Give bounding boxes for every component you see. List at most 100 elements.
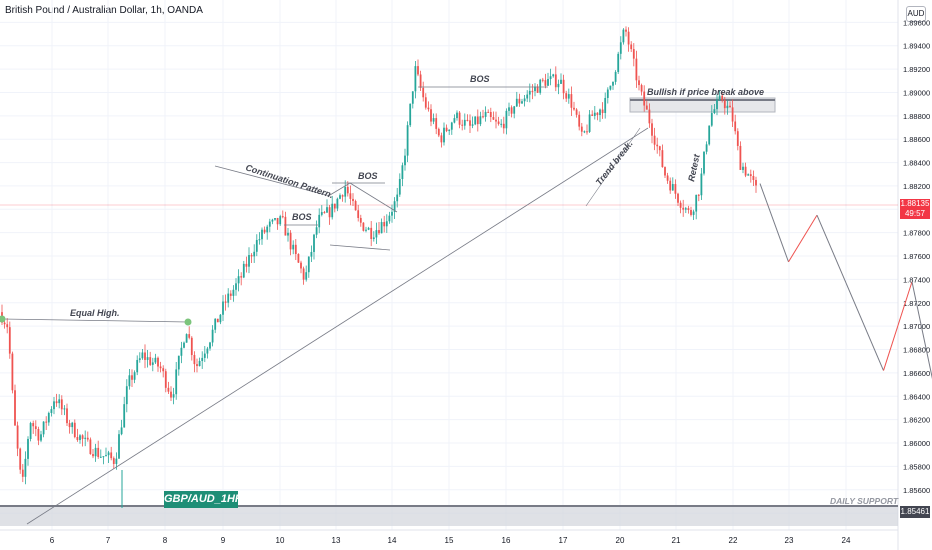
- x-tick-label: 9: [221, 536, 226, 545]
- candle-body: [591, 114, 594, 116]
- wedge-upper: [329, 182, 398, 213]
- candle-body: [658, 146, 661, 151]
- candle-body: [175, 369, 178, 395]
- candle-body: [684, 208, 687, 210]
- candle-body: [731, 107, 734, 122]
- candle-body: [232, 289, 235, 296]
- candle-body: [365, 229, 367, 231]
- trend-line: [26, 127, 649, 525]
- candle-body: [294, 244, 297, 255]
- y-tick-label: 1.86000: [903, 439, 930, 448]
- candle-body: [575, 109, 578, 115]
- candle-body: [635, 58, 638, 81]
- candle-body: [437, 128, 440, 136]
- x-tick-label: 15: [445, 536, 454, 545]
- x-tick-label: 14: [388, 536, 397, 545]
- candle-body: [609, 85, 612, 90]
- candle-body: [690, 209, 692, 215]
- candle-body: [305, 272, 308, 280]
- candle-body: [115, 458, 118, 464]
- candle-body: [24, 458, 27, 477]
- candle-body: [19, 448, 22, 470]
- candle-body: [307, 256, 310, 273]
- candle-body: [180, 347, 183, 356]
- candle-body: [526, 94, 529, 99]
- candle-body: [336, 198, 339, 209]
- candle-body: [222, 301, 224, 315]
- candle-body: [547, 79, 549, 86]
- candle-body: [344, 186, 347, 197]
- candle-body: [341, 195, 344, 197]
- candle-body: [427, 107, 430, 110]
- candle-body: [123, 404, 126, 428]
- candle-body: [674, 184, 677, 194]
- candle-body: [318, 214, 321, 228]
- candle-body: [144, 352, 146, 360]
- countdown-timer: 49:57: [904, 209, 926, 218]
- candle-body: [414, 66, 417, 92]
- candle-body: [497, 121, 500, 124]
- candle-body: [333, 203, 336, 209]
- candle-body: [443, 127, 445, 143]
- candle-body: [560, 79, 562, 84]
- candle-body: [42, 421, 45, 435]
- candle-body: [289, 232, 292, 250]
- wedge-lower: [329, 244, 391, 251]
- currency-unit-button[interactable]: AUD: [906, 6, 926, 22]
- candle-body: [643, 91, 646, 106]
- candle-body: [612, 81, 614, 86]
- equal-high-line: [1, 318, 189, 323]
- candle-body: [138, 358, 141, 360]
- candle-body: [721, 95, 724, 101]
- candle-body: [463, 119, 466, 126]
- candle-body: [398, 179, 401, 195]
- candle-body: [68, 423, 71, 428]
- candle-body: [76, 437, 79, 441]
- x-tick-label: 16: [502, 536, 511, 545]
- candle-body: [474, 116, 477, 125]
- candle-body: [118, 434, 120, 459]
- candle-body: [544, 80, 547, 86]
- candle-body: [349, 193, 352, 199]
- candle-body: [177, 355, 180, 370]
- candle-body: [323, 212, 326, 214]
- candle-body: [749, 174, 752, 177]
- candle-body: [219, 314, 222, 323]
- candle-body: [302, 268, 305, 280]
- candle-body: [695, 194, 698, 212]
- candle-body: [534, 86, 536, 92]
- candle-body: [328, 207, 331, 218]
- candle-body: [430, 109, 432, 122]
- candle-body: [726, 105, 729, 109]
- candle-body: [136, 359, 139, 373]
- candle-body: [378, 230, 380, 234]
- candle-body: [510, 107, 513, 114]
- x-tick-label: 21: [672, 536, 681, 545]
- candle-body: [736, 131, 739, 146]
- candle-body: [131, 375, 133, 380]
- y-tick-label: 1.85800: [903, 462, 930, 471]
- candle-body: [37, 429, 40, 441]
- candle-body: [505, 110, 508, 129]
- annotation-equal-high: Equal High.: [70, 308, 120, 318]
- annotation-bos-3: BOS: [470, 74, 490, 84]
- candle-body: [666, 175, 669, 181]
- candle-body: [211, 329, 214, 343]
- candle-body: [34, 426, 37, 430]
- candle-body: [188, 334, 191, 338]
- candle-body: [375, 230, 378, 238]
- candle-body: [692, 211, 695, 215]
- candle-body: [185, 334, 188, 343]
- x-tick-label: 8: [163, 536, 168, 545]
- candle-body: [645, 105, 648, 110]
- candle-body: [21, 469, 24, 477]
- candle-body: [297, 254, 300, 263]
- candle-body: [562, 79, 565, 94]
- candle-body: [422, 87, 425, 98]
- candle-body: [94, 447, 97, 457]
- candle-body: [320, 212, 323, 215]
- candle-body: [661, 150, 664, 168]
- candle-body: [687, 208, 690, 210]
- candle-body: [755, 179, 757, 186]
